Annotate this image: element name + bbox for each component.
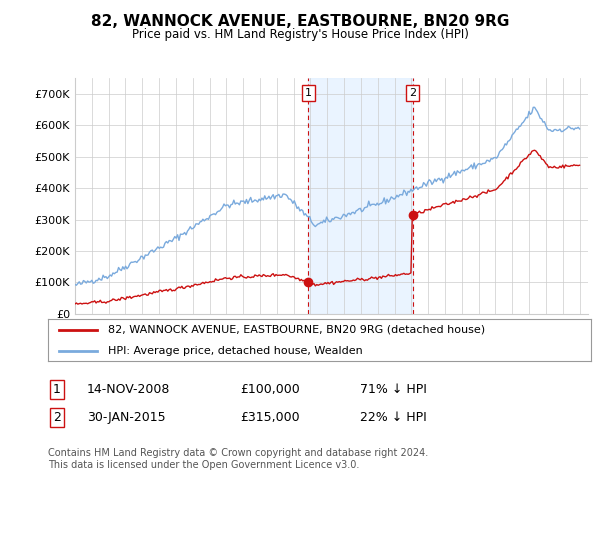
Text: £100,000: £100,000 [240, 382, 300, 396]
Text: 2: 2 [409, 88, 416, 98]
Text: 2: 2 [53, 410, 61, 424]
Bar [308, 78, 413, 314]
Text: 82, WANNOCK AVENUE, EASTBOURNE, BN20 9RG: 82, WANNOCK AVENUE, EASTBOURNE, BN20 9RG [91, 14, 509, 29]
Text: 1: 1 [305, 88, 312, 98]
Text: 30-JAN-2015: 30-JAN-2015 [87, 410, 166, 424]
Text: 1: 1 [53, 382, 61, 396]
Text: 22% ↓ HPI: 22% ↓ HPI [360, 410, 427, 424]
Text: 71% ↓ HPI: 71% ↓ HPI [360, 382, 427, 396]
Text: Contains HM Land Registry data © Crown copyright and database right 2024.
This d: Contains HM Land Registry data © Crown c… [48, 448, 428, 470]
Text: HPI: Average price, detached house, Wealden: HPI: Average price, detached house, Weal… [108, 346, 362, 356]
Text: Price paid vs. HM Land Registry's House Price Index (HPI): Price paid vs. HM Land Registry's House … [131, 28, 469, 41]
Text: 82, WANNOCK AVENUE, EASTBOURNE, BN20 9RG (detached house): 82, WANNOCK AVENUE, EASTBOURNE, BN20 9RG… [108, 325, 485, 335]
Text: £315,000: £315,000 [240, 410, 299, 424]
Text: 14-NOV-2008: 14-NOV-2008 [87, 382, 170, 396]
